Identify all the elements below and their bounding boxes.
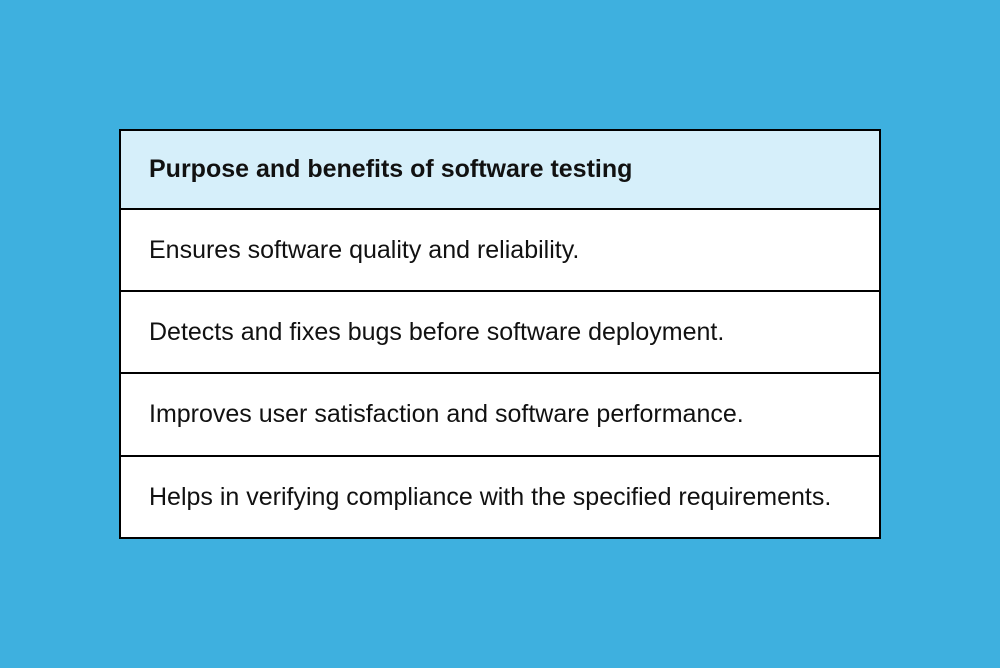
benefits-table: Purpose and benefits of software testing… [119, 129, 881, 539]
table-row: Helps in verifying compliance with the s… [121, 457, 879, 537]
table-row: Improves user satisfaction and software … [121, 374, 879, 456]
table-row: Detects and fixes bugs before software d… [121, 292, 879, 374]
table-row: Ensures software quality and reliability… [121, 210, 879, 292]
table-header: Purpose and benefits of software testing [121, 131, 879, 210]
